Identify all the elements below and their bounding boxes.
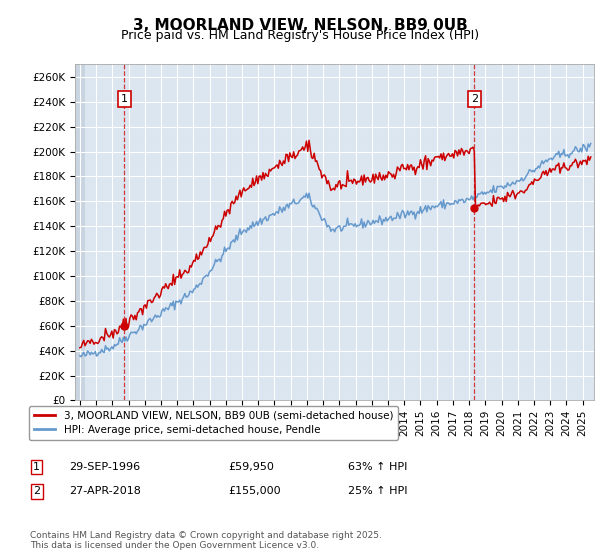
Text: 1: 1	[121, 94, 128, 104]
Text: 29-SEP-1996: 29-SEP-1996	[69, 462, 140, 472]
Text: 2: 2	[33, 486, 40, 496]
Text: 1: 1	[33, 462, 40, 472]
Text: 25% ↑ HPI: 25% ↑ HPI	[348, 486, 407, 496]
Polygon shape	[75, 64, 85, 400]
Text: 27-APR-2018: 27-APR-2018	[69, 486, 141, 496]
Text: Contains HM Land Registry data © Crown copyright and database right 2025.
This d: Contains HM Land Registry data © Crown c…	[30, 531, 382, 550]
Text: 2: 2	[471, 94, 478, 104]
Text: £59,950: £59,950	[228, 462, 274, 472]
Text: 3, MOORLAND VIEW, NELSON, BB9 0UB: 3, MOORLAND VIEW, NELSON, BB9 0UB	[133, 18, 467, 33]
Legend: 3, MOORLAND VIEW, NELSON, BB9 0UB (semi-detached house), HPI: Average price, sem: 3, MOORLAND VIEW, NELSON, BB9 0UB (semi-…	[29, 405, 398, 440]
Text: Price paid vs. HM Land Registry's House Price Index (HPI): Price paid vs. HM Land Registry's House …	[121, 29, 479, 42]
Text: £155,000: £155,000	[228, 486, 281, 496]
Text: 63% ↑ HPI: 63% ↑ HPI	[348, 462, 407, 472]
